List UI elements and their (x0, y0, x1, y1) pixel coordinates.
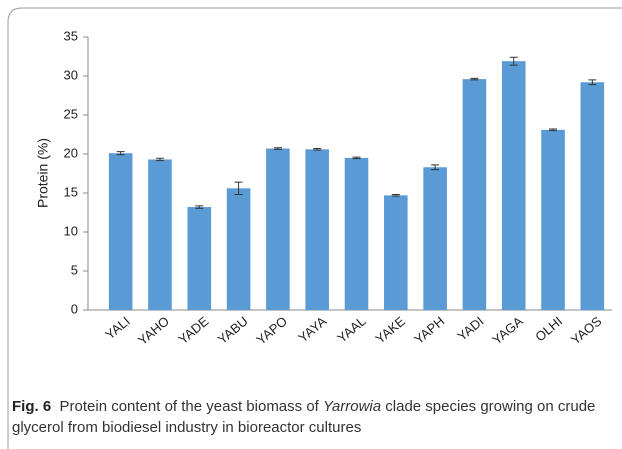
x-tick-label: YADE (175, 313, 211, 347)
bar (187, 207, 212, 310)
y-tick-label: 35 (64, 28, 78, 43)
y-tick-label: 25 (64, 106, 78, 121)
x-tick-label: YAHO (135, 313, 172, 348)
figure-frame (7, 7, 622, 449)
error-bar (588, 79, 597, 86)
bar (384, 195, 408, 310)
bar (226, 188, 251, 310)
x-tick-label: YAYA (295, 313, 329, 345)
x-tick-label: YALI (102, 313, 132, 342)
y-tick-label: 0 (71, 301, 78, 316)
error-bar (195, 205, 204, 209)
y-tick-label: 15 (64, 184, 78, 199)
x-tick-label: YABU (215, 313, 251, 347)
error-bar (313, 148, 322, 151)
bar (501, 61, 526, 311)
caption-italic: Yarrowia (323, 398, 382, 415)
bar (266, 148, 290, 310)
bar (148, 159, 172, 310)
caption-text: Protein content of the yeast biomass of (59, 398, 319, 415)
error-bar (549, 128, 558, 132)
error-bar (273, 147, 282, 150)
error-bar (391, 194, 400, 197)
caption: Fig. 6 Protein content of the yeast biom… (12, 396, 612, 438)
caption-label: Fig. 6 (12, 398, 52, 415)
x-tick-label: YAPO (253, 313, 290, 347)
y-tick-label: 10 (64, 223, 78, 238)
bar (344, 157, 369, 310)
error-bar (509, 56, 518, 66)
x-tick-label: YAGA (489, 313, 526, 347)
x-tick-label: YAAL (334, 313, 368, 345)
error-bar (234, 181, 243, 196)
y-tick-label: 5 (71, 262, 78, 277)
error-bar (352, 156, 361, 160)
x-tick-label: YADI (454, 313, 486, 343)
bar (541, 129, 565, 310)
y-tick-label: 20 (64, 145, 78, 160)
x-tick-label: YAPH (411, 313, 447, 347)
x-tick-label: YAOS (568, 313, 605, 347)
bar (305, 149, 329, 310)
bar (108, 153, 133, 310)
error-bar (155, 157, 164, 162)
caption-text: clade species growing on crude glycerol … (12, 398, 596, 436)
error-bar (431, 164, 440, 171)
bar (423, 167, 447, 310)
error-bar (116, 151, 125, 156)
y-tick-label: 30 (64, 67, 78, 82)
bar (462, 79, 487, 311)
bar (580, 82, 605, 311)
error-bar (470, 77, 479, 81)
y-axis-label: Protein (%) (35, 138, 51, 208)
x-tick-label: OLHI (532, 313, 565, 344)
x-tick-label: YAKE (372, 313, 408, 346)
